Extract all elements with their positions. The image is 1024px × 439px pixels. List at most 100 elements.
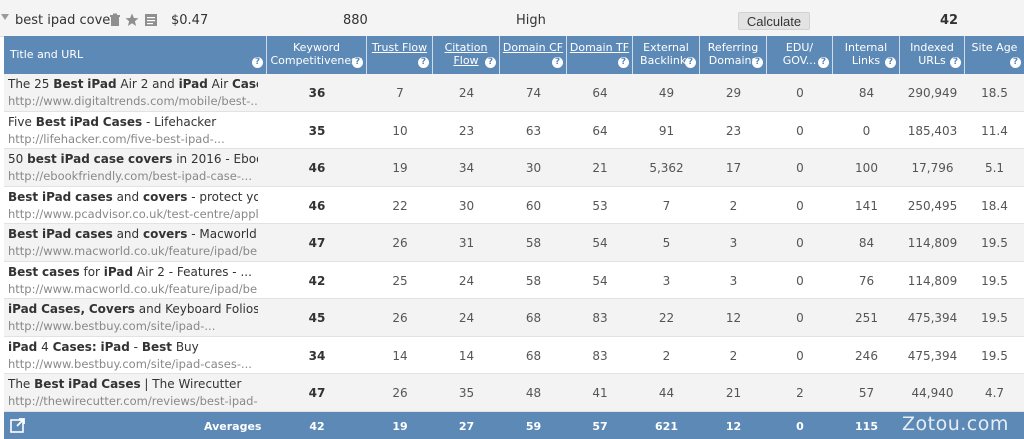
- column-domain-cf[interactable]: Domain CF ?: [500, 36, 567, 74]
- site-age-value: 18.4: [981, 198, 1008, 213]
- avg-citation-flow: 27: [458, 420, 475, 433]
- table-header: Title and URL ? Keyword Competitiveness …: [4, 36, 1024, 74]
- help-icon[interactable]: ?: [685, 57, 696, 68]
- result-url[interactable]: http://www.bestbuy.com/site/ipad-...: [8, 319, 216, 333]
- external-backlinks-value: 5,362: [649, 161, 684, 175]
- avg-domain-tf: 57: [592, 420, 608, 433]
- edu-gov-value: 0: [796, 161, 804, 175]
- column-indexed-urls[interactable]: Indexed URLs ?: [900, 36, 965, 74]
- indexed-urls-value: 250,495: [907, 198, 958, 213]
- column-domain-tf[interactable]: Domain TF ?: [567, 36, 633, 74]
- help-icon[interactable]: ?: [818, 57, 829, 68]
- keyword-competitiveness-value: 35: [308, 123, 326, 138]
- domain-tf-value: 21: [592, 161, 608, 175]
- internal-links-value: 0: [862, 123, 871, 138]
- averages-row: Averages 42 19 27 59 57 621 12 0 115: [4, 412, 1024, 439]
- help-icon[interactable]: ?: [552, 57, 563, 68]
- competition-level: High: [516, 13, 546, 28]
- column-site-age[interactable]: Site Age ?: [965, 36, 1024, 74]
- result-title[interactable]: The 25 Best iPad Air 2 and iPad Air Case…: [8, 77, 258, 91]
- help-icon[interactable]: ?: [485, 57, 496, 68]
- result-url[interactable]: http://lifehacker.com/five-best-ipad-...: [8, 131, 225, 146]
- keyword-summary-row: best ipad cover $0.47 880 High Calculate…: [0, 0, 1024, 37]
- domain-tf-value: 83: [592, 311, 608, 325]
- result-title[interactable]: iPad Cases, Covers and Keyboard Folios -…: [8, 302, 258, 316]
- result-title[interactable]: The Best iPad Cases | The Wirecutter: [8, 377, 242, 391]
- column-keyword-competitiveness[interactable]: Keyword Competitiveness ?: [267, 36, 367, 74]
- column-title-url[interactable]: Title and URL ?: [4, 36, 267, 74]
- table-row[interactable]: Best cases for iPad Air 2 - Features - .…: [4, 261, 1024, 299]
- column-internal-links[interactable]: Internal Links ?: [833, 36, 900, 74]
- indexed-urls-value: 185,403: [907, 123, 958, 138]
- column-label: Referring Domains: [707, 41, 759, 67]
- help-icon[interactable]: ?: [950, 57, 961, 68]
- column-citation-flow[interactable]: Citation Flow ?: [433, 36, 500, 74]
- result-title[interactable]: Five Best iPad Cases - Lifehacker: [8, 114, 217, 129]
- help-icon[interactable]: ?: [618, 57, 629, 68]
- column-edu-gov[interactable]: EDU/ GOV... ?: [767, 36, 833, 74]
- column-label: Title and URL: [10, 48, 84, 61]
- citation-flow-value: 31: [458, 236, 475, 250]
- table-row[interactable]: Five Best iPad Cases - Lifehacker http:/…: [4, 111, 1024, 149]
- table-row[interactable]: The 25 Best iPad Air 2 and iPad Air Case…: [4, 74, 1024, 112]
- result-title[interactable]: Best cases for iPad Air 2 - Features - .…: [8, 264, 252, 279]
- result-title[interactable]: 50 best iPad case covers in 2016 - Ebook…: [8, 152, 258, 166]
- export-icon[interactable]: [10, 417, 26, 433]
- help-icon[interactable]: ?: [418, 57, 429, 68]
- result-url[interactable]: http://thewirecutter.com/reviews/best-ip…: [8, 394, 258, 408]
- site-age-value: 5.1: [984, 161, 1005, 175]
- trust-flow-value: 10: [392, 123, 408, 138]
- trust-flow-value: 25: [392, 273, 408, 288]
- notes-icon[interactable]: [144, 13, 158, 27]
- collapse-arrow-icon[interactable]: [1, 14, 9, 20]
- domain-tf-value: 83: [592, 348, 608, 363]
- result-url[interactable]: http://www.digitaltrends.com/mobile/best…: [8, 94, 258, 108]
- column-external-backlinks[interactable]: External Backlinks ?: [633, 36, 700, 74]
- result-title[interactable]: Best iPad cases and covers - protect you…: [8, 189, 258, 204]
- domain-cf-value: 63: [525, 123, 542, 138]
- help-icon[interactable]: ?: [1010, 57, 1021, 68]
- column-referring-domains[interactable]: Referring Domains ?: [700, 36, 767, 74]
- cpc-value: $0.47: [171, 13, 209, 28]
- domain-tf-value: 54: [592, 236, 608, 250]
- result-url[interactable]: http://www.macworld.co.uk/feature/ipad/b…: [8, 244, 258, 258]
- internal-links-value: 100: [855, 161, 878, 175]
- table-row[interactable]: iPad 4 Cases: iPad - Best Buy http://www…: [4, 336, 1024, 374]
- help-icon[interactable]: ?: [252, 57, 263, 68]
- trust-flow-value: 26: [392, 311, 408, 325]
- internal-links-value: 57: [858, 386, 875, 400]
- table-row[interactable]: The Best iPad Cases | The Wirecutter htt…: [4, 374, 1024, 412]
- table-row[interactable]: iPad Cases, Covers and Keyboard Folios -…: [4, 299, 1024, 337]
- avg-keyword-competitiveness: 42: [309, 420, 325, 433]
- keyword-competitiveness-value: 46: [308, 161, 326, 175]
- table-row[interactable]: 50 best iPad case covers in 2016 - Ebook…: [4, 149, 1024, 187]
- avg-referring-domains: 12: [725, 420, 742, 433]
- result-url[interactable]: http://www.macworld.co.uk/feature/ipad/b…: [8, 281, 258, 296]
- result-url[interactable]: http://www.pcadvisor.co.uk/test-centre/a…: [8, 206, 258, 221]
- table-row[interactable]: Best iPad cases and covers - protect you…: [4, 186, 1024, 224]
- help-icon[interactable]: ?: [752, 57, 763, 68]
- domain-cf-value: 74: [525, 86, 542, 100]
- trust-flow-value: 14: [392, 348, 408, 363]
- result-url[interactable]: http://www.bestbuy.com/site/ipad-cases-.…: [8, 356, 252, 371]
- help-icon[interactable]: ?: [352, 57, 363, 68]
- table-row[interactable]: Best iPad cases and covers - Macworld UK…: [4, 224, 1024, 262]
- column-label: EDU/ GOV...: [782, 41, 817, 67]
- result-title[interactable]: Best iPad cases and covers - Macworld UK: [8, 227, 257, 241]
- trash-icon[interactable]: [108, 13, 122, 27]
- result-title[interactable]: iPad 4 Cases: iPad - Best Buy: [8, 339, 199, 354]
- column-label: Domain CF: [502, 41, 564, 54]
- domain-cf-value: 48: [525, 386, 542, 400]
- edu-gov-value: 0: [796, 236, 804, 250]
- result-url[interactable]: http://ebookfriendly.com/best-ipad-case-…: [8, 169, 252, 183]
- trust-flow-value: 19: [392, 161, 408, 175]
- search-volume: 880: [343, 13, 368, 28]
- internal-links-value: 141: [855, 198, 878, 213]
- star-icon[interactable]: [125, 13, 139, 27]
- citation-flow-value: 23: [458, 123, 475, 138]
- help-icon[interactable]: ?: [885, 57, 896, 68]
- site-age-value: 11.4: [981, 123, 1008, 138]
- calculate-button[interactable]: Calculate: [738, 12, 810, 30]
- column-trust-flow[interactable]: Trust Flow ?: [367, 36, 433, 74]
- indexed-urls-value: 114,809: [907, 236, 958, 250]
